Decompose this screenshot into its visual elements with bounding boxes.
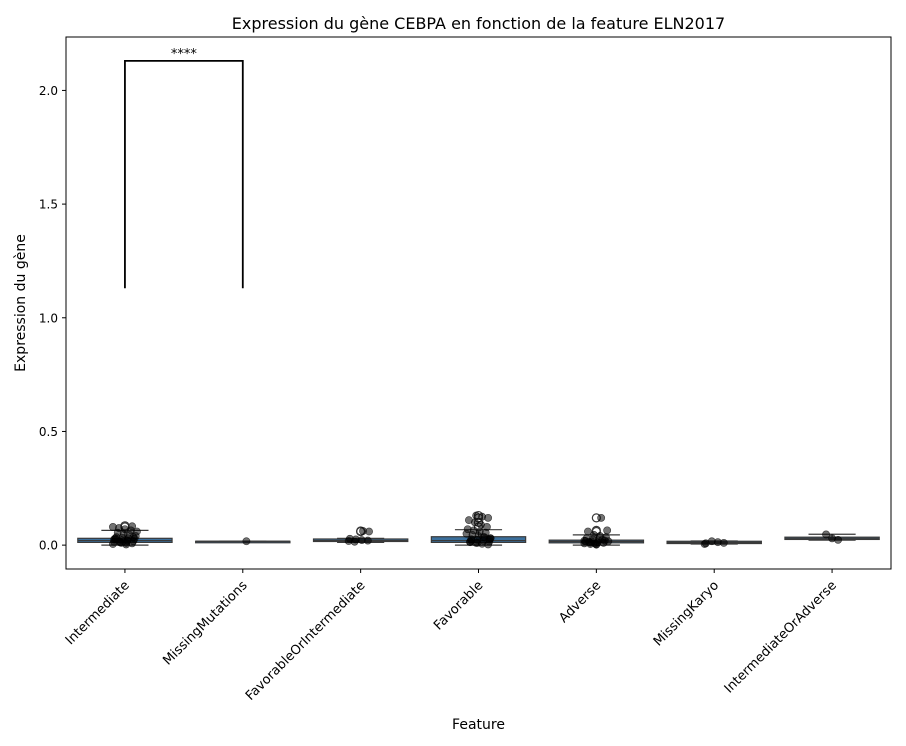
significance-label: **** xyxy=(171,47,198,62)
chart-title: Expression du gène CEBPA en fonction de … xyxy=(232,14,725,33)
y-tick-label: 1.5 xyxy=(39,198,58,212)
x-tick-label: FavorableOrIntermediate xyxy=(243,578,369,704)
y-tick-label: 0.0 xyxy=(39,539,58,553)
y-tick-label: 0.5 xyxy=(39,425,58,439)
data-point xyxy=(464,516,473,525)
data-point xyxy=(128,522,137,531)
data-point xyxy=(472,511,480,520)
data-point xyxy=(603,526,612,535)
data-point xyxy=(701,539,710,548)
data-point xyxy=(822,530,830,539)
data-point xyxy=(117,538,126,547)
y-tick-label: 1.0 xyxy=(39,311,58,325)
x-tick-label: Favorable xyxy=(431,578,486,633)
data-point xyxy=(242,537,251,546)
x-tick-label: MissingKaryo xyxy=(651,578,722,649)
significance-annotations: **** xyxy=(124,47,244,289)
x-tick-label: Intermediate xyxy=(63,578,133,648)
y-axis-label: Expression du gène xyxy=(13,234,29,372)
data-point xyxy=(345,534,354,543)
data-point xyxy=(111,534,120,543)
chart-marks xyxy=(77,510,880,549)
data-point xyxy=(590,530,598,539)
plot-frame xyxy=(65,36,892,570)
data-point xyxy=(109,523,117,531)
x-tick-label: MissingMutations xyxy=(160,578,250,668)
y-tick-label: 2.0 xyxy=(39,84,58,98)
data-point xyxy=(828,534,836,543)
data-point xyxy=(580,536,589,545)
x-tick-label: IntermediateOrAdverse xyxy=(722,578,840,696)
plot-area xyxy=(65,36,892,570)
data-point xyxy=(598,535,607,544)
y-axis: 0.0 0.5 1.0 1.5 2.0 xyxy=(39,84,66,553)
x-axis: Intermediate MissingMutationsFavorableOrI… xyxy=(63,569,840,704)
data-point xyxy=(359,527,367,535)
data-point xyxy=(467,536,476,545)
x-axis-label: Feature xyxy=(452,717,505,733)
x-tick-label: Adverse xyxy=(556,578,604,626)
data-point xyxy=(597,513,606,522)
data-point xyxy=(486,534,495,543)
data-point xyxy=(463,525,472,534)
significance-bracket xyxy=(124,59,244,289)
data-point xyxy=(584,527,592,536)
data-point xyxy=(479,533,488,542)
data-point xyxy=(129,533,138,542)
